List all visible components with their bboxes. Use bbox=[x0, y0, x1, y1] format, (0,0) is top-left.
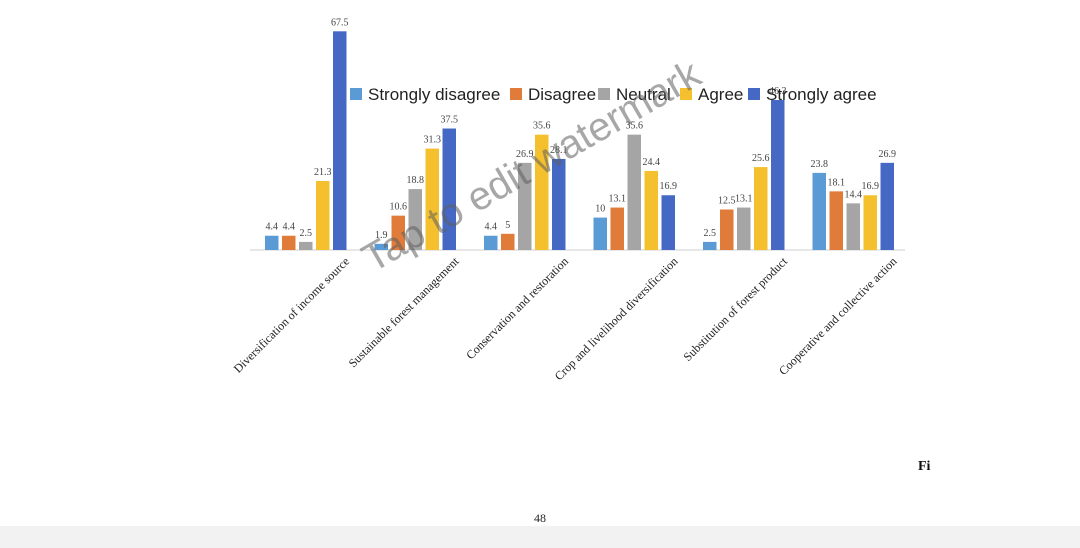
data-label-neutral-2: 18.8 bbox=[407, 175, 425, 186]
bar-strongly-disagree-2 bbox=[374, 243, 388, 250]
data-label-disagree-3: 5 bbox=[505, 220, 510, 231]
data-label-disagree-4: 13.1 bbox=[609, 194, 627, 205]
bar-agree-6 bbox=[863, 195, 877, 250]
data-label-agree-3: 35.6 bbox=[533, 121, 551, 132]
data-label-strongly-agree-6: 26.9 bbox=[879, 149, 897, 160]
bar-agree-4 bbox=[644, 170, 658, 250]
data-label-strongly-agree-2: 37.5 bbox=[441, 115, 459, 126]
data-label-strongly-agree-1: 67.5 bbox=[331, 17, 349, 28]
legend-swatch-strongly-disagree bbox=[350, 88, 362, 100]
data-label-agree-6: 16.9 bbox=[862, 181, 880, 192]
bar-disagree-6 bbox=[829, 191, 843, 250]
bottom-toolbar-band bbox=[0, 526, 1080, 548]
data-label-strongly-disagree-1: 4.4 bbox=[266, 222, 279, 233]
data-label-strongly-disagree-5: 2.5 bbox=[704, 228, 717, 239]
bar-strongly-agree-4 bbox=[661, 195, 675, 250]
data-label-strongly-agree-4: 16.9 bbox=[660, 181, 678, 192]
legend-swatch-strongly-agree bbox=[748, 88, 760, 100]
data-label-strongly-agree-5: 46.3 bbox=[769, 86, 787, 97]
legend-label-strongly-disagree: Strongly disagree bbox=[368, 85, 500, 104]
legend-label-agree: Agree bbox=[698, 85, 743, 104]
bar-neutral-1 bbox=[299, 241, 313, 250]
legend-swatch-disagree bbox=[510, 88, 522, 100]
legend-label-disagree: Disagree bbox=[528, 85, 596, 104]
bar-neutral-3 bbox=[518, 162, 532, 250]
bar-neutral-2 bbox=[408, 189, 422, 250]
category-label-1: Diversification of income source bbox=[231, 254, 352, 375]
bar-strongly-disagree-4 bbox=[593, 217, 607, 250]
bar-neutral-5 bbox=[737, 207, 751, 250]
legend-swatch-agree bbox=[680, 88, 692, 100]
data-label-disagree-1: 4.4 bbox=[283, 222, 296, 233]
bar-strongly-agree-2 bbox=[442, 128, 456, 250]
category-label-6: Cooperative and collective action bbox=[776, 254, 900, 378]
data-label-disagree-2: 10.6 bbox=[390, 202, 408, 213]
bar-strongly-disagree-5 bbox=[703, 241, 717, 250]
bar-strongly-disagree-3 bbox=[484, 235, 498, 250]
data-label-agree-4: 24.4 bbox=[643, 157, 661, 168]
data-label-neutral-3: 26.9 bbox=[516, 149, 534, 160]
bar-agree-5 bbox=[754, 167, 768, 250]
page-number: 48 bbox=[534, 511, 546, 525]
bar-strongly-disagree-1 bbox=[265, 235, 279, 250]
bar-strongly-agree-3 bbox=[552, 158, 566, 250]
bar-agree-3 bbox=[535, 134, 549, 250]
legend-label-strongly-agree: Strongly agree bbox=[766, 85, 877, 104]
data-label-neutral-1: 2.5 bbox=[300, 228, 313, 239]
data-label-disagree-6: 18.1 bbox=[828, 177, 846, 188]
data-label-strongly-disagree-2: 1.9 bbox=[375, 230, 388, 241]
bar-strongly-disagree-6 bbox=[812, 172, 826, 250]
data-label-agree-2: 31.3 bbox=[424, 135, 442, 146]
data-label-agree-5: 25.6 bbox=[752, 153, 770, 164]
bar-disagree-4 bbox=[610, 207, 624, 250]
category-label-2: Sustainable forest management bbox=[346, 254, 462, 370]
data-label-strongly-disagree-3: 4.4 bbox=[485, 222, 498, 233]
category-label-3: Conservation and restoration bbox=[463, 254, 571, 362]
data-label-neutral-6: 14.4 bbox=[845, 189, 863, 200]
data-label-disagree-5: 12.5 bbox=[718, 196, 736, 207]
data-label-strongly-agree-3: 28.1 bbox=[550, 145, 568, 156]
bar-strongly-agree-6 bbox=[880, 162, 894, 250]
data-label-neutral-5: 13.1 bbox=[735, 194, 753, 205]
legend-swatch-neutral bbox=[598, 88, 610, 100]
bar-disagree-5 bbox=[720, 209, 734, 250]
figure-label: Fi bbox=[918, 459, 931, 474]
bar-neutral-4 bbox=[627, 134, 641, 250]
bar-strongly-agree-5 bbox=[771, 99, 785, 250]
bar-disagree-2 bbox=[391, 215, 405, 250]
data-label-neutral-4: 35.6 bbox=[626, 121, 644, 132]
bar-agree-1 bbox=[316, 180, 330, 250]
bar-strongly-agree-1 bbox=[333, 31, 347, 250]
category-label-4: Crop and livelihood diversification bbox=[552, 254, 681, 383]
bar-agree-2 bbox=[425, 148, 439, 250]
bar-disagree-3 bbox=[501, 233, 515, 250]
data-label-strongly-disagree-4: 10 bbox=[595, 204, 605, 215]
data-label-agree-1: 21.3 bbox=[314, 167, 332, 178]
legend-label-neutral: Neutral bbox=[616, 85, 671, 104]
data-label-strongly-disagree-6: 23.8 bbox=[811, 159, 829, 170]
bar-disagree-1 bbox=[282, 235, 296, 250]
bar-neutral-6 bbox=[846, 203, 860, 250]
category-label-5: Substitution of forest product bbox=[681, 254, 791, 364]
